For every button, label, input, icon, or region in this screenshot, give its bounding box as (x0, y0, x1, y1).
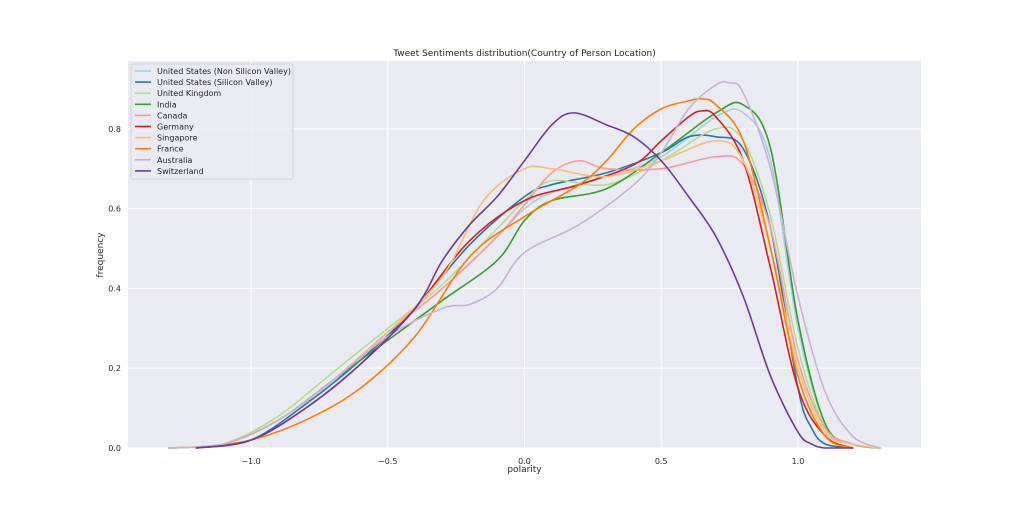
x-tick-label: 0.5 (655, 457, 668, 466)
series-line-9 (195, 112, 854, 449)
y-tick-label: 0.4 (108, 284, 121, 293)
y-axis-ticks: 0.0 0.2 0.4 0.6 0.8 (108, 125, 121, 453)
legend-label: Australia (157, 156, 192, 165)
legend: United States (Non Silicon Valley) United… (130, 63, 294, 180)
x-tick-label: 1.0 (792, 457, 805, 466)
chart-title: Tweet Sentiments distribution(Country of… (392, 49, 656, 59)
y-axis-label: frequency (96, 232, 106, 278)
legend-label: Singapore (157, 134, 197, 143)
y-tick-label: 0.6 (108, 205, 121, 214)
series-line-8 (168, 81, 881, 449)
legend-label: France (157, 145, 184, 154)
x-tick-label: −1.0 (241, 457, 260, 466)
grid (128, 61, 921, 449)
legend-label: United States (Silicon Valley) (157, 78, 272, 87)
x-axis-ticks: −1.0 −0.5 0.0 0.5 1.0 (241, 457, 804, 466)
legend-label: India (157, 100, 177, 109)
series-layer (168, 81, 881, 449)
y-tick-label: 0.8 (108, 125, 121, 134)
y-tick-label: 0.0 (108, 444, 121, 453)
legend-label: Germany (157, 123, 194, 132)
x-axis-label: polarity (507, 465, 542, 475)
series-line-2 (168, 126, 881, 449)
legend-label: United States (Non Silicon Valley) (157, 67, 291, 76)
legend-label: Switzerland (157, 167, 204, 176)
legend-label: United Kingdom (157, 89, 221, 98)
y-tick-label: 0.2 (108, 364, 121, 373)
series-line-7 (195, 97, 854, 449)
x-tick-label: −0.5 (378, 457, 397, 466)
legend-box (130, 63, 294, 180)
x-tick-label: 0.0 (518, 457, 531, 466)
legend-label: Canada (157, 111, 188, 120)
